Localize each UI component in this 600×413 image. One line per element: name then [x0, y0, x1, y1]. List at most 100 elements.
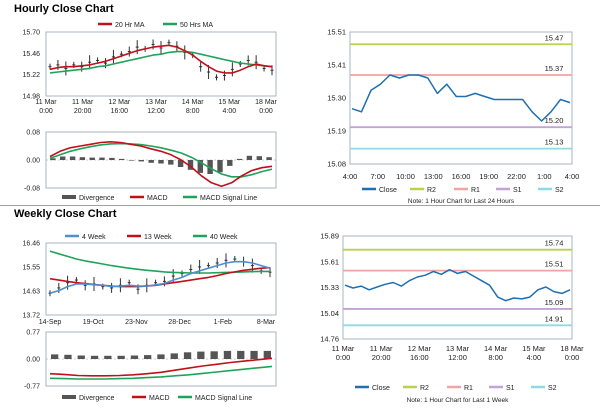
weekly-levels-legend-close-label: Close	[372, 385, 390, 392]
weekly-divergence-bar	[90, 355, 99, 359]
weekly-levels-x-tick: 11 Mar	[332, 344, 355, 353]
hourly-divergence-bar	[119, 158, 125, 160]
weekly-divergence-bar	[237, 350, 245, 359]
weekly-divergence-bar	[197, 351, 205, 359]
weekly-divergence-bar	[64, 354, 72, 359]
hourly-levels-legend-r1-label: R1	[471, 187, 480, 194]
hourly-divergence-bar	[168, 160, 174, 165]
hourly-divergence-bar	[138, 160, 144, 162]
hourly-20hr-ma-line	[49, 44, 273, 74]
hourly-levels-y-tick: 15.30	[327, 94, 346, 103]
hourly-levels-r1-value: 15.37	[545, 64, 564, 73]
hourly-levels-x-tick: 22:00	[507, 172, 526, 181]
hourly-price-y-tick: 14.98	[22, 94, 40, 101]
legend-4-week-label: 4 Week	[82, 234, 106, 241]
hourly-divergence-bar	[227, 160, 233, 166]
weekly-levels-legend-s1-label: S1	[506, 385, 515, 392]
hourly-price-y-tick: 15.22	[22, 72, 40, 79]
weekly-levels-y-tick: 15.89	[320, 232, 339, 241]
weekly-divergence-bar	[210, 351, 218, 359]
hourly-levels-x-tick: 19:00	[479, 172, 498, 181]
weekly-levels-s1-value: 15.09	[545, 298, 564, 307]
hourly-price-x-tick: 12 Mar	[108, 99, 130, 106]
hourly-section-title: Hourly Close Chart	[14, 3, 114, 15]
hourly-levels-x-tick: 16:00	[452, 172, 471, 181]
hourly-price-x-tick: 14 Mar	[182, 99, 204, 106]
hourly-levels-legend-close-label: Close	[379, 187, 397, 194]
weekly-price-x-tick: 23-Nov	[125, 319, 148, 326]
weekly-4-week-line	[49, 260, 271, 294]
weekly-divergence-bar	[223, 350, 232, 359]
hourly-divergence-bar	[256, 156, 262, 160]
weekly-levels-y-tick: 15.04	[320, 309, 339, 318]
hourly-price-x-tick: 11 Mar	[72, 99, 94, 106]
weekly-levels-x-tick: 11 Mar	[370, 344, 393, 353]
hourly-divergence-bar	[197, 160, 203, 173]
hourly-levels-legend-s2-label: S2	[555, 187, 564, 194]
hourly-price-x-tick: 16:00	[111, 108, 129, 115]
hourly-levels-x-tick: 4:00	[565, 172, 580, 181]
weekly-price-x-tick: 8-Mar	[257, 319, 276, 326]
weekly-levels-note: Note: 1 Hour Chart for Last 1 Week	[407, 397, 510, 404]
hourly-macd-y-tick: 0.00	[26, 158, 40, 165]
hourly-levels-s1-value: 15.20	[545, 116, 564, 125]
hourly-divergence-bar	[246, 155, 253, 160]
weekly-levels-x-tick: 12 Mar	[408, 344, 432, 353]
weekly-levels-x-tick: 12:00	[448, 353, 467, 362]
legend-hourly-macd-label: MACD	[147, 195, 168, 202]
weekly-price-x-tick: 14-Sep	[39, 319, 62, 326]
hourly-divergence-bar	[79, 157, 86, 160]
hourly-divergence-bar	[69, 156, 76, 160]
weekly-divergence-bar	[157, 354, 165, 359]
weekly-levels-x-tick: 8:00	[488, 353, 503, 362]
hourly-price-x-tick: 12:00	[147, 108, 165, 115]
weekly-macd-y-tick: 0.77	[26, 330, 40, 337]
hourly-price-y-tick: 15.70	[22, 30, 40, 37]
weekly-price-y-tick: 16.46	[22, 241, 40, 248]
weekly-price-y-tick: 13.72	[22, 313, 40, 320]
weekly-divergence-bar	[117, 355, 125, 359]
hourly-divergence-bar	[50, 158, 56, 161]
hourly-price-x-tick: 15 Mar	[218, 99, 240, 106]
hourly-levels-y-tick: 15.08	[327, 160, 346, 169]
hourly-levels-x-tick: 13:00	[424, 172, 443, 181]
hourly-levels-y-tick: 15.41	[327, 61, 346, 70]
weekly-levels-legend-r2-label: R2	[420, 385, 429, 392]
hourly-levels-y-tick: 15.51	[327, 28, 346, 37]
hourly-divergence-bar	[128, 160, 135, 161]
weekly-divergence-bar	[77, 355, 85, 359]
weekly-levels-r1-value: 15.51	[545, 260, 564, 269]
weekly-divergence-bar	[130, 355, 139, 359]
weekly-divergence-bar	[263, 350, 271, 359]
hourly-levels-x-tick: 1:00	[537, 172, 552, 181]
weekly-levels-close-line	[344, 268, 571, 302]
hourly-divergence-bar	[60, 156, 66, 160]
hourly-divergence-bar	[109, 157, 115, 160]
hourly-price-y-tick: 15.46	[22, 51, 40, 58]
hourly-price-x-tick: 8:00	[186, 108, 200, 115]
weekly-price-frame	[45, 242, 277, 316]
hourly-signal-line	[49, 142, 273, 178]
weekly-price-x-tick: 28-Dec	[168, 319, 191, 326]
weekly-levels-legend-r1-label: R1	[464, 385, 473, 392]
weekly-levels-x-tick: 20:00	[372, 353, 391, 362]
hourly-levels-x-tick: 10:00	[396, 172, 415, 181]
weekly-price-y-tick: 14.63	[22, 289, 40, 296]
weekly-levels-x-tick: 18 Mar	[560, 344, 584, 353]
hourly-50hr-ma-line	[49, 50, 273, 74]
weekly-signal-line	[49, 365, 273, 380]
legend-weekly-macd-label: MACD	[149, 395, 170, 402]
weekly-macd-y-tick: 0.00	[26, 357, 40, 364]
hourly-divergence-bar	[207, 160, 213, 174]
weekly-divergence-bar	[183, 352, 192, 359]
hourly-macd-y-tick: 0.08	[26, 130, 40, 137]
weekly-divergence-bar	[170, 353, 178, 359]
hourly-levels-y-tick: 15.19	[327, 127, 346, 136]
hourly-price-x-tick: 13 Mar	[145, 99, 167, 106]
hourly-divergence-bar	[266, 157, 272, 160]
hourly-macd-y-tick: -0.08	[24, 186, 40, 193]
hourly-levels-legend-s1-label: S1	[513, 187, 522, 194]
legend-40-week-label: 40 Week	[210, 234, 238, 241]
legend-13-week-label: 13 Week	[144, 234, 172, 241]
hourly-levels-note: Note: 1 Hour Chart for Last 24 Hours	[408, 198, 515, 205]
